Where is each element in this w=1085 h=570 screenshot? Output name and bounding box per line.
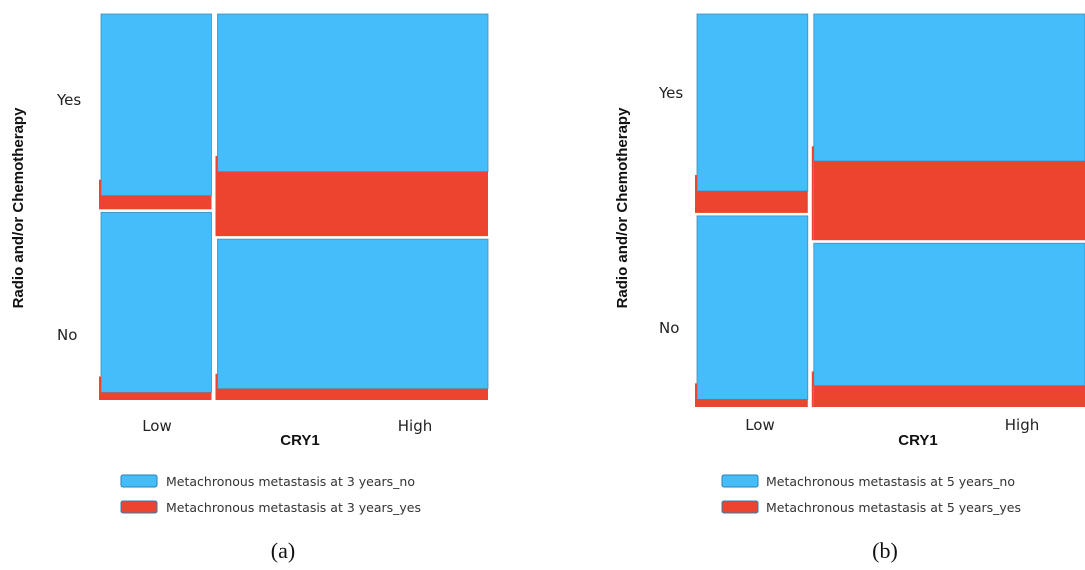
x-tick-high: High xyxy=(1005,416,1039,434)
mosaic-cell-low-yes-no xyxy=(100,13,212,197)
mosaic-cell-low-no-no xyxy=(100,211,212,393)
mosaic-cell-high-yes-yes xyxy=(217,171,489,237)
legend-swatch-yes xyxy=(120,500,158,514)
panel-label-a: (a) xyxy=(271,538,295,563)
y-tick-yes: Yes xyxy=(658,84,683,102)
x-axis-label: CRY1 xyxy=(898,432,937,449)
mosaic-cell-low-no-no xyxy=(696,215,809,400)
legend-label-yes: Metachronous metastasis at 5 years_yes xyxy=(766,500,1021,515)
mosaic-accent-high-no xyxy=(215,373,218,400)
mosaic-cell-low-no-yes xyxy=(101,392,212,400)
legend-swatch-no xyxy=(120,474,158,488)
mosaic-accent-high-yes xyxy=(811,146,814,241)
y-tick-no: No xyxy=(57,326,77,344)
legend-label-no: Metachronous metastasis at 3 years_no xyxy=(166,474,415,489)
mosaic-panel-b: Radio and/or Chemotherapy Yes No Low Hig… xyxy=(614,13,1085,563)
mosaic-cell-high-no-no xyxy=(217,238,489,390)
mosaic-cell-low-yes-yes xyxy=(697,191,808,213)
legend: Metachronous metastasis at 5 years_no Me… xyxy=(721,474,1021,515)
y-axis-label: Radio and/or Chemotherapy xyxy=(614,107,631,309)
y-axis-label: Radio and/or Chemotherapy xyxy=(10,107,27,309)
mosaic-cell-low-no-yes xyxy=(697,399,808,407)
legend-label-no: Metachronous metastasis at 5 years_no xyxy=(766,474,1015,489)
legend-swatch-yes xyxy=(721,500,759,514)
mosaic-cell-high-no-yes xyxy=(217,388,489,400)
mosaic-accent-low-no xyxy=(695,383,697,407)
mosaic-accent-low-no xyxy=(99,376,101,400)
y-tick-yes: Yes xyxy=(56,91,81,109)
legend: Metachronous metastasis at 3 years_no Me… xyxy=(120,474,421,515)
mosaic-panel-a: Radio and/or Chemotherapy Yes No Low Hig… xyxy=(10,13,489,563)
x-tick-low: Low xyxy=(142,417,172,435)
legend-swatch-no xyxy=(721,474,759,488)
legend-label-yes: Metachronous metastasis at 3 years_yes xyxy=(166,500,421,515)
mosaic-cell-high-yes-no xyxy=(217,13,489,173)
mosaic-accent-low-yes xyxy=(99,179,101,210)
y-tick-no: No xyxy=(659,319,679,337)
mosaic-accent-high-yes xyxy=(215,155,218,237)
mosaic-accent-high-no xyxy=(811,371,814,407)
x-tick-high: High xyxy=(398,417,432,435)
panel-label-b: (b) xyxy=(872,538,898,563)
x-tick-low: Low xyxy=(745,416,775,434)
x-axis-label: CRY1 xyxy=(280,432,319,449)
mosaic-cell-high-no-yes xyxy=(813,385,1085,407)
mosaic-cell-high-no-no xyxy=(813,242,1085,387)
mosaic-cell-low-yes-yes xyxy=(101,195,212,210)
mosaic-cell-high-yes-no xyxy=(813,13,1085,162)
mosaic-cell-high-yes-yes xyxy=(813,161,1085,241)
mosaic-accent-low-yes xyxy=(695,175,697,213)
mosaic-cell-low-yes-no xyxy=(696,13,809,192)
